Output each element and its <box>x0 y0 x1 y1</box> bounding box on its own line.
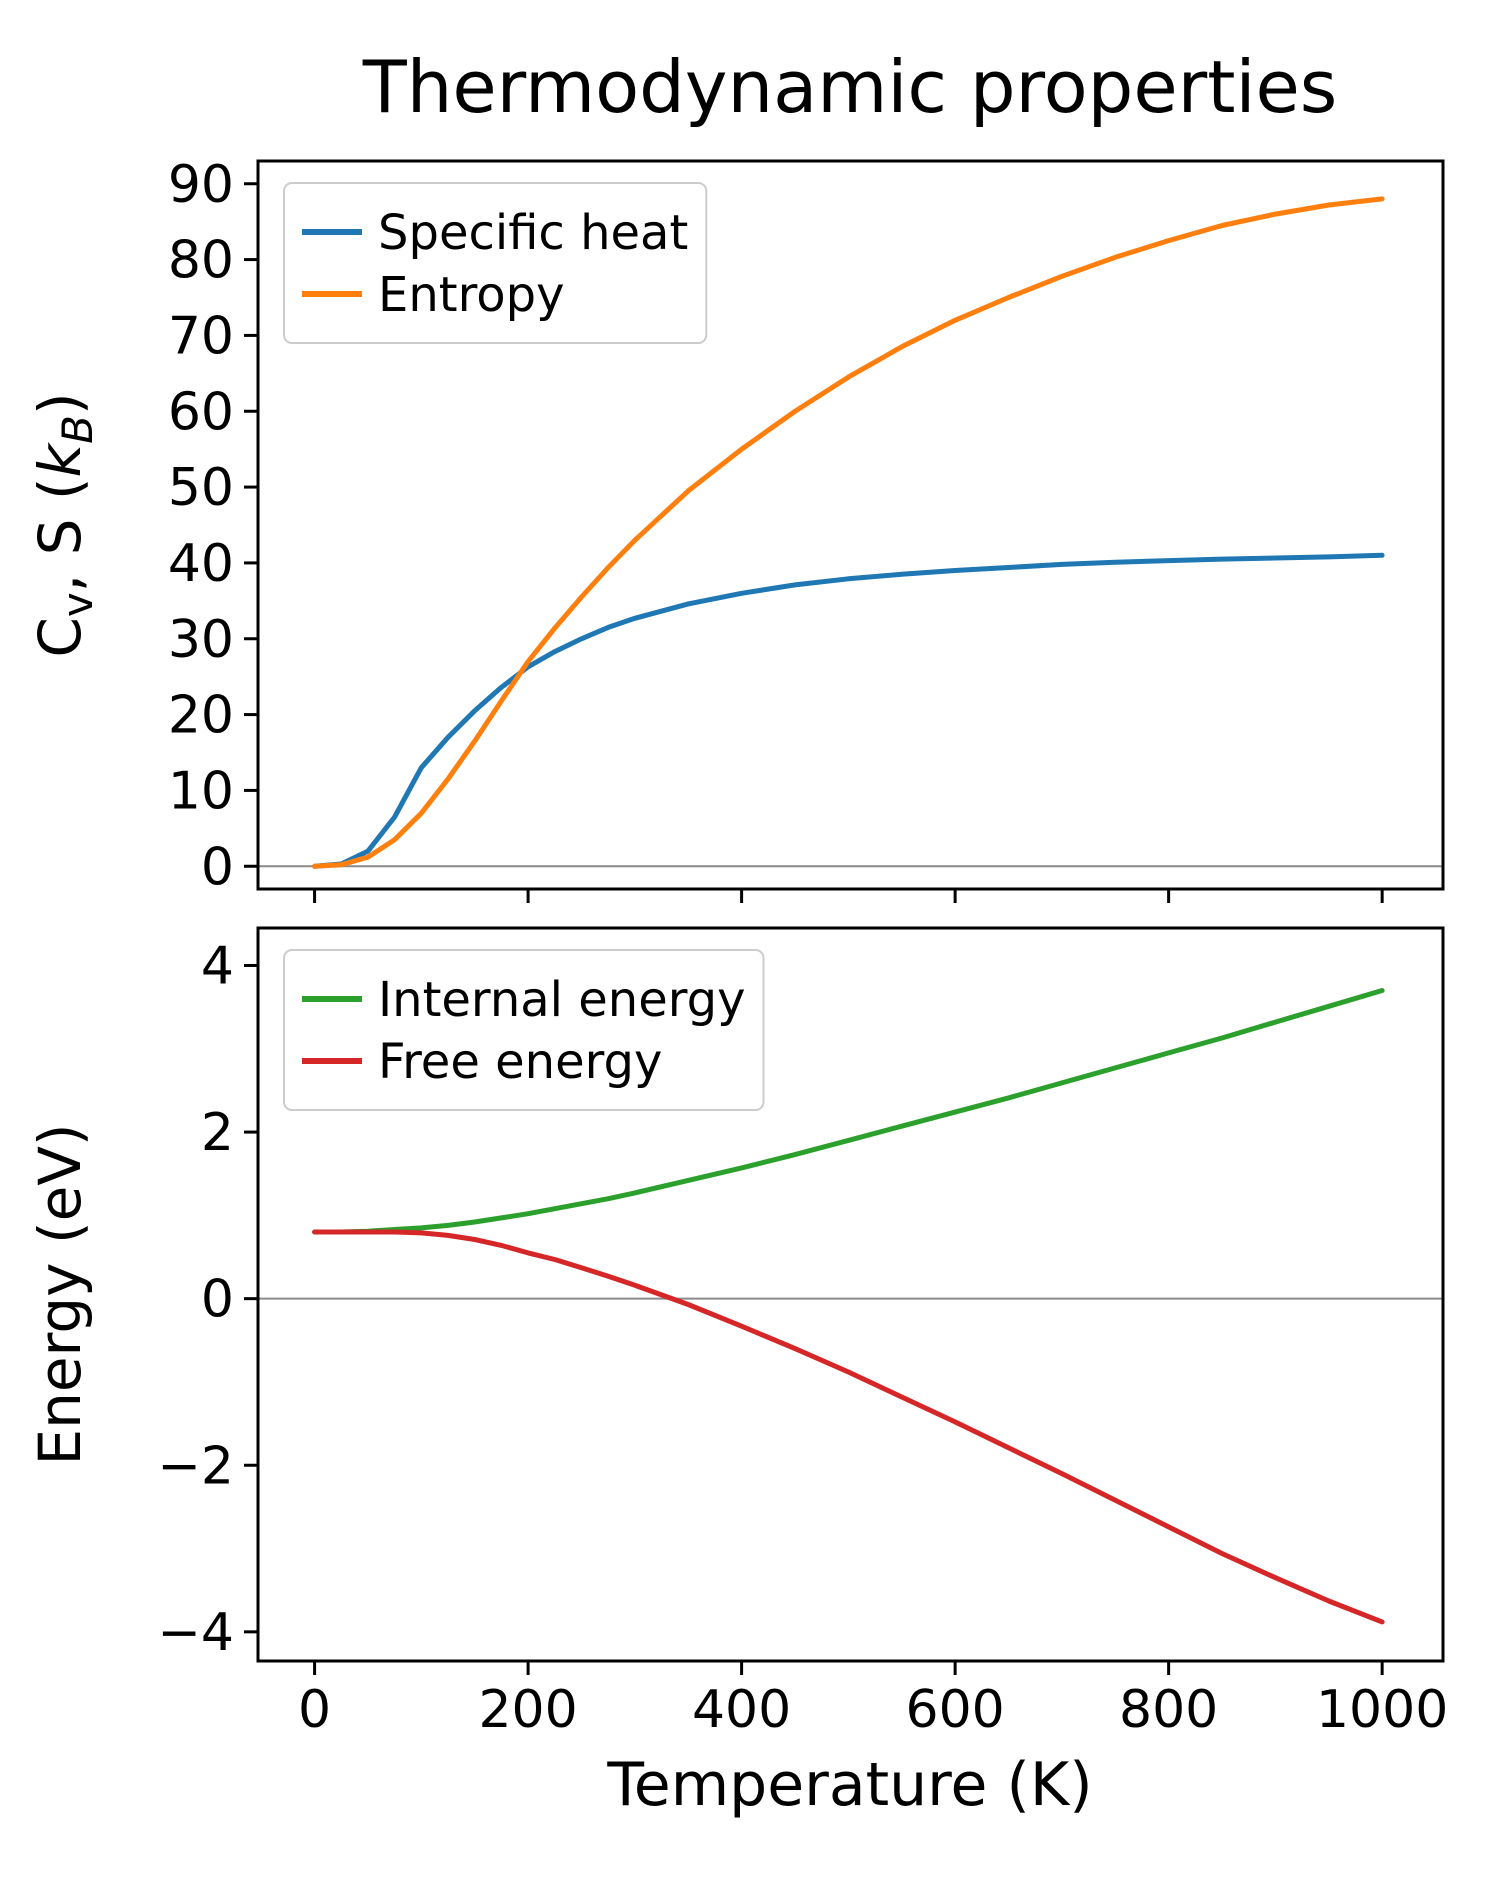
figure-title: Thermodynamic properties <box>362 45 1338 129</box>
curve-free-energy <box>312 1229 1385 1625</box>
y-tick-label: 50 <box>168 458 234 518</box>
y-tick-label: −4 <box>157 1603 234 1663</box>
legend-label-entropy: Entropy <box>378 267 565 323</box>
x-tick-label: 800 <box>1119 1680 1218 1740</box>
y-tick-label: 10 <box>168 761 234 821</box>
legend-label-specific-heat: Specific heat <box>378 205 688 261</box>
x-tick-label: 1000 <box>1316 1680 1448 1740</box>
y-tick-label: 0 <box>201 1270 234 1330</box>
y-tick-label: 2 <box>201 1103 234 1163</box>
y-tick-label: 0 <box>201 837 234 897</box>
curve-internal-energy <box>312 988 1385 1235</box>
x-tick-label: 0 <box>298 1680 331 1740</box>
legend: Specific heat Entropy <box>283 182 708 344</box>
y-tick-label: 20 <box>168 686 234 746</box>
x-tick-label: 400 <box>692 1680 791 1740</box>
axes-bottom: 0 200 400 600 800 1000 −4 −2 0 2 4 Energy (eV) Inter… <box>26 926 1448 1740</box>
y-tick-label: −2 <box>157 1436 234 1496</box>
y-tick-label: 4 <box>201 936 234 996</box>
y-tick-label: 70 <box>168 306 234 366</box>
y-tick-label: 80 <box>168 231 234 291</box>
y-tick-label: 30 <box>168 610 234 670</box>
axes-frame <box>256 159 1445 891</box>
y-tick-label: 90 <box>168 155 234 215</box>
x-axis-label: Temperature (K) <box>606 1750 1092 1820</box>
legend-label-internal-energy: Internal energy <box>378 972 746 1028</box>
legend-frame <box>283 182 708 344</box>
x-tick-label: 200 <box>478 1680 577 1740</box>
curve-entropy <box>312 196 1385 869</box>
y-tick-label: 60 <box>168 382 234 442</box>
axes-frame <box>256 926 1445 1663</box>
y-tick-label: 40 <box>168 534 234 594</box>
axes-top: 0 10 20 30 40 50 60 70 80 90 Cv, S (kB) Specific he… <box>26 155 1445 903</box>
legend-label-free-energy: Free energy <box>378 1034 662 1090</box>
y-axis-label: Cv, S (kB) <box>26 392 102 657</box>
legend-frame <box>283 949 765 1111</box>
x-tick-label: 600 <box>905 1680 1004 1740</box>
legend: Internal energy Free energy <box>283 949 765 1111</box>
y-axis-label: Energy (eV) <box>26 1123 94 1465</box>
curve-specific-heat <box>312 552 1385 869</box>
